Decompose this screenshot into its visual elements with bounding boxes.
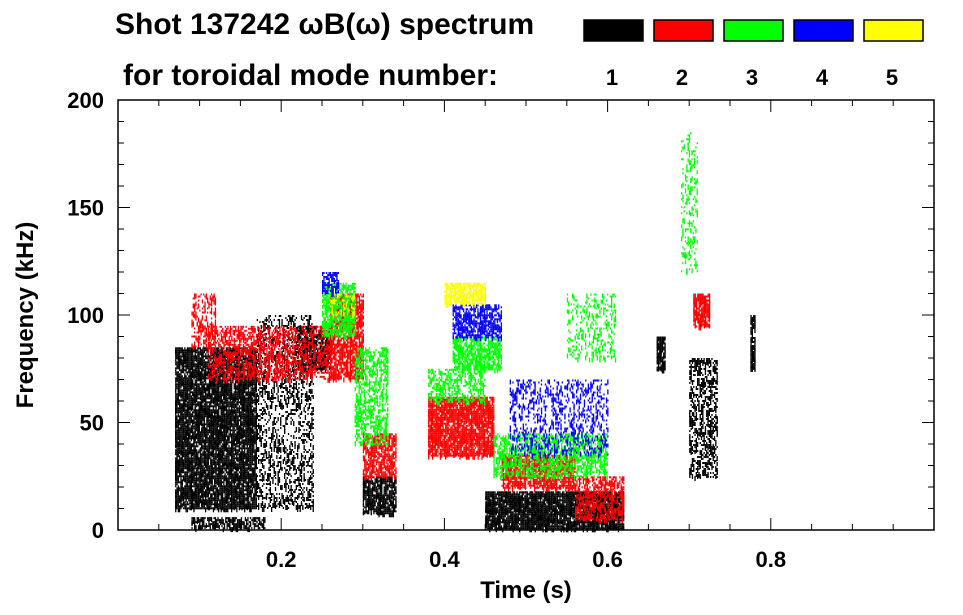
x-tick-label: 0.2 — [266, 547, 297, 572]
mode-2-region-13 — [428, 396, 495, 460]
mode-3-region-23 — [681, 132, 698, 276]
y-tick-label: 200 — [67, 88, 104, 113]
mode-2-region-15 — [575, 476, 625, 524]
mode-2-region-9 — [191, 293, 217, 351]
y-tick-label: 100 — [67, 303, 104, 328]
x-tick-label: 0.4 — [429, 547, 460, 572]
legend-item-mode-5: 5 — [863, 19, 924, 90]
legend-swatch — [723, 19, 784, 42]
x-tick-label: 0.6 — [592, 547, 623, 572]
mode-3-region-18 — [354, 347, 389, 447]
legend-item-mode-1: 1 — [583, 19, 644, 90]
mode-1-region-7 — [689, 358, 718, 481]
legend-swatch — [793, 19, 854, 42]
legend-swatch — [583, 19, 644, 42]
mode-3-region-21 — [493, 433, 608, 481]
legend-caption: for toroidal mode number: — [123, 59, 498, 92]
mode-1-region-6 — [656, 336, 666, 374]
mode-3-region-17 — [322, 282, 356, 340]
mode-3-region-22 — [566, 293, 617, 363]
y-tick-label: 150 — [67, 196, 104, 221]
y-axis-label: Frequency (kHz) — [12, 222, 39, 409]
legend-swatch — [863, 19, 924, 42]
x-axis-label: Time (s) — [480, 577, 572, 604]
legend-label: 3 — [746, 65, 758, 90]
mode-4-region-25 — [509, 379, 609, 459]
mode-2-region-10 — [207, 325, 332, 383]
legend-item-mode-2: 2 — [653, 19, 714, 90]
legend-label: 4 — [816, 65, 829, 90]
chart-title: Shot 137242 ωB(ω) spectrum — [115, 8, 534, 41]
y-tick-label: 50 — [80, 411, 104, 436]
mode-4-region-24 — [452, 304, 502, 342]
legend-item-mode-3: 3 — [723, 19, 784, 90]
axis-tick-labels: 0.2 0.4 0.6 0.8 0 50 100 150 200 — [67, 88, 786, 572]
y-tick-label: 0 — [92, 518, 104, 543]
mode-2-region-12 — [362, 433, 397, 481]
legend-label: 2 — [676, 65, 688, 90]
mode-3-region-19 — [452, 336, 502, 374]
mode-2-region-16 — [693, 293, 711, 331]
axis-ticks — [118, 99, 934, 531]
mode-5-region-28 — [330, 293, 355, 319]
legend-label: 5 — [886, 65, 898, 90]
mode-1-region-3 — [191, 517, 266, 533]
mode-1-region-4 — [362, 476, 397, 518]
legend: 1 2 3 4 5 — [583, 19, 924, 90]
mode-1-region-8 — [750, 315, 756, 372]
legend-item-mode-4: 4 — [793, 19, 854, 90]
spectrogram-data — [175, 132, 756, 533]
legend-label: 1 — [606, 65, 618, 90]
mode-3-region-20 — [428, 368, 486, 406]
legend-swatch — [653, 19, 714, 42]
x-tick-label: 0.8 — [756, 547, 787, 572]
mode-5-region-27 — [444, 282, 486, 308]
